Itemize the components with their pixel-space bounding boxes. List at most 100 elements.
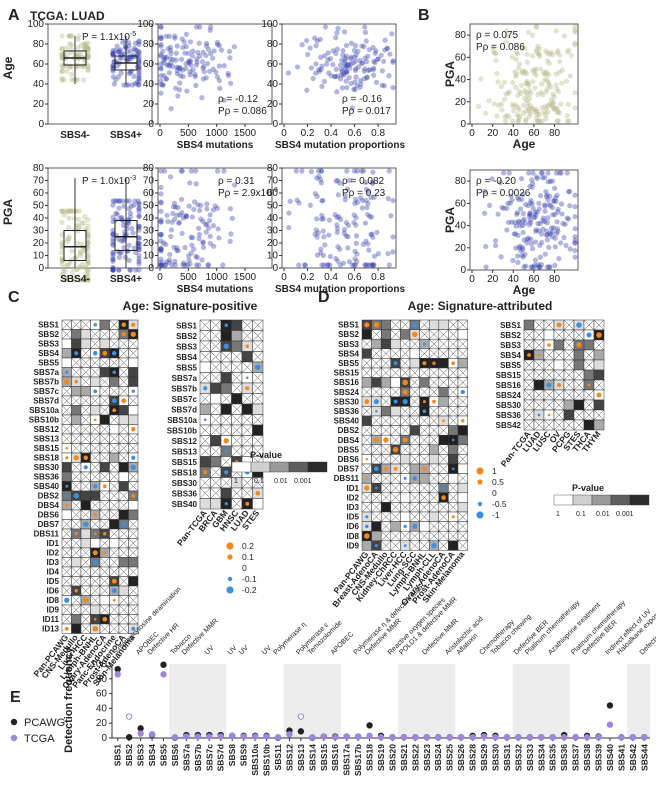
e-legend-dot <box>10 734 18 742</box>
scatter-point <box>59 208 65 214</box>
scatter-point <box>528 111 534 117</box>
scatter-point <box>161 60 167 66</box>
d-size-legend-label: -0.5 <box>492 499 507 509</box>
scatter-point <box>369 180 376 187</box>
scatter-point <box>110 267 116 273</box>
scatter-point <box>188 234 194 240</box>
scatter-point <box>334 214 340 220</box>
c-size-legend-label: -0.2 <box>242 585 257 595</box>
heat-cell-cross <box>80 557 91 568</box>
scatter-point <box>363 186 370 193</box>
scatter-point <box>136 261 142 267</box>
scatter-point <box>482 210 488 216</box>
heat-cell-cross <box>109 481 120 492</box>
heat-cell-cross <box>361 358 372 369</box>
heat-cell <box>90 490 101 501</box>
scatter-point <box>524 59 531 65</box>
scatter-point <box>349 105 355 111</box>
scatter-point <box>548 84 554 90</box>
heat-cell-cross <box>457 377 468 388</box>
heat-dot <box>245 344 249 348</box>
c-pvalue-swatch <box>231 461 252 473</box>
heat-cell-cross <box>448 367 459 378</box>
scatter-point <box>160 48 166 54</box>
scatter-point <box>549 229 556 235</box>
scatter-point <box>558 201 565 207</box>
scatter-point <box>85 227 91 234</box>
heat-cell-cross <box>553 369 565 381</box>
scatter-point <box>371 262 377 268</box>
scatter-point <box>334 46 340 52</box>
heat-cell-cross <box>593 409 605 421</box>
scatter-point <box>572 105 578 111</box>
heat-cell-cross <box>381 415 391 426</box>
e-band <box>329 664 341 738</box>
scatter-point <box>158 41 164 48</box>
e-point-tcga <box>503 734 511 741</box>
e-point-tcga <box>297 713 305 720</box>
heat-cell <box>419 521 430 532</box>
scatter-point <box>541 109 547 115</box>
heat-cell-cross <box>80 433 91 444</box>
heat-cell-cross <box>99 376 110 387</box>
heat-cell-cross <box>90 576 101 587</box>
scatter-point <box>158 245 164 251</box>
scatter-point <box>129 225 135 232</box>
scatter-point <box>85 217 91 223</box>
e-x-tick-label: SBS34 <box>536 744 546 771</box>
scatter-point <box>62 277 68 283</box>
e-point-tcga <box>217 733 224 740</box>
e-band <box>512 664 525 738</box>
heat-cell-cross <box>390 492 401 503</box>
heat-cell-cross <box>61 614 72 625</box>
scatter-point <box>83 45 89 51</box>
heat-cell-cross <box>90 367 101 378</box>
scatter-point <box>158 208 164 214</box>
e-x-tick-label: SBS29 <box>479 744 489 771</box>
heat-cell <box>390 338 401 350</box>
heat-dot <box>403 524 407 529</box>
scatter-point <box>371 194 377 200</box>
scatter-point <box>320 252 326 259</box>
scatter-point <box>85 253 91 259</box>
scatter-point <box>512 69 518 75</box>
e-y-tick-label: 20 <box>96 718 108 729</box>
scatter-point <box>176 219 182 226</box>
heat-cell-cross <box>252 330 264 342</box>
heat-cell-cross <box>90 338 101 349</box>
heat-cell-cross <box>429 329 439 340</box>
heat-cell <box>71 614 82 625</box>
heat-cell-cross <box>128 547 139 558</box>
scatter-point <box>69 33 75 39</box>
heat-dot <box>245 376 249 380</box>
scatter-point <box>536 264 542 270</box>
scatter-point <box>210 66 216 72</box>
scatter-point <box>158 247 164 253</box>
y-tick-label: 40 <box>455 221 467 232</box>
scatter-point <box>110 51 116 57</box>
heat-cell-cross <box>543 399 555 411</box>
scatter-point <box>530 170 536 176</box>
heat-cell-cross <box>553 329 565 341</box>
heat-cell-cross <box>252 319 264 331</box>
b-frame <box>469 23 579 125</box>
y-tick-label: 20 <box>267 238 279 249</box>
heat-cell <box>448 473 459 484</box>
scatter-point <box>133 249 139 256</box>
e-point-tcga <box>366 732 373 739</box>
heat-cell <box>457 358 468 369</box>
heat-cell <box>583 419 595 431</box>
heat-dot <box>576 322 582 328</box>
x-tick-label: 60 <box>528 274 540 285</box>
heat-dot <box>431 542 437 549</box>
scatter-point <box>158 231 164 237</box>
scatter-point <box>116 49 122 55</box>
scatter-point <box>345 62 351 68</box>
scatter-point <box>201 63 207 69</box>
scatter-point <box>544 192 550 198</box>
e-x-tick-label: SBS7d <box>216 744 226 771</box>
scatter-point <box>158 35 164 42</box>
scatter-point <box>313 70 319 76</box>
scatter-point <box>343 233 349 239</box>
scatter-point <box>331 73 338 80</box>
